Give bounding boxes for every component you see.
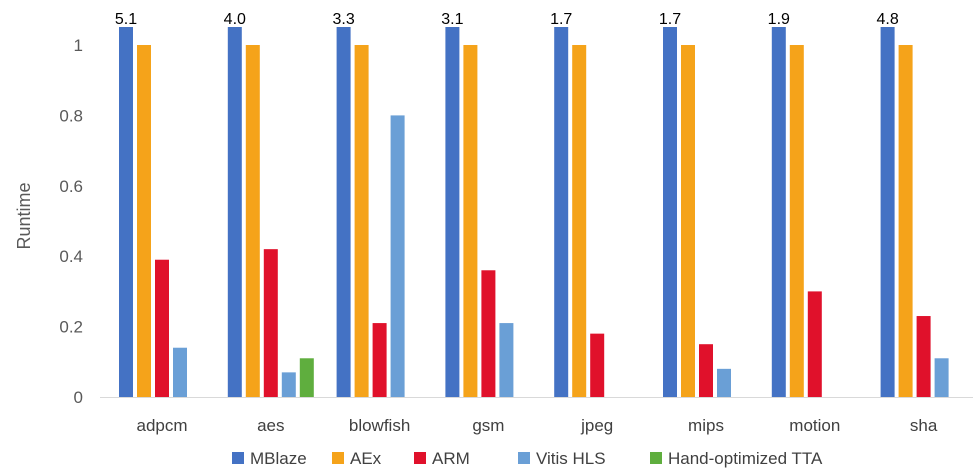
- legend-label-vitis-hls: Vitis HLS: [536, 449, 606, 468]
- bar-aex-jpeg: [572, 45, 587, 397]
- legend-swatch-arm: [414, 452, 426, 464]
- bar-arm-jpeg: [590, 333, 605, 397]
- bar-arm-blowfish: [372, 323, 387, 397]
- legend-label-mblaze: MBlaze: [250, 449, 307, 468]
- bar-hand-optimized-tta-aes: [299, 358, 314, 397]
- bar-vitis-hls-adpcm: [173, 347, 187, 397]
- x-category-label-motion: motion: [789, 416, 840, 435]
- bar-aex-adpcm: [137, 45, 151, 397]
- bar-value-label-motion: 1.9: [768, 11, 790, 28]
- bar-value-label-mips: 1.7: [659, 11, 681, 28]
- bar-aex-blowfish: [354, 45, 369, 397]
- bar-value-label-gsm: 3.1: [441, 11, 463, 28]
- x-category-label-blowfish: blowfish: [349, 416, 410, 435]
- bar-aex-mips: [681, 45, 695, 397]
- bar-vitis-hls-aes: [281, 372, 296, 397]
- y-tick-label-5: 1: [74, 36, 83, 55]
- y-tick-label-4: 0.8: [59, 106, 83, 125]
- x-category-label-mips: mips: [688, 416, 724, 435]
- bar-mblaze-aes: [227, 27, 242, 397]
- y-tick-label-1: 0.2: [59, 318, 83, 337]
- legend-swatch-mblaze: [232, 452, 244, 464]
- bar-mblaze-blowfish: [336, 27, 351, 397]
- bar-arm-gsm: [481, 270, 496, 397]
- legend-label-arm: ARM: [432, 449, 470, 468]
- bar-mblaze-motion: [771, 27, 786, 397]
- bar-vitis-hls-blowfish: [390, 115, 405, 398]
- x-category-label-sha: sha: [910, 416, 938, 435]
- y-tick-label-2: 0.4: [59, 247, 83, 266]
- bar-aex-gsm: [463, 45, 478, 397]
- y-axis-title: Runtime: [14, 182, 34, 249]
- x-category-label-adpcm: adpcm: [136, 416, 187, 435]
- legend-label-aex: AEx: [350, 449, 382, 468]
- legend-swatch-vitis-hls: [518, 452, 530, 464]
- bar-mblaze-adpcm: [119, 27, 133, 397]
- legend-swatch-aex: [332, 452, 344, 464]
- bar-arm-mips: [699, 344, 713, 397]
- bar-value-labels: 5.1 4.0 3.3 3.1 1.7 1.7 1.9 4.8: [115, 11, 899, 28]
- y-tick-label-0: 0: [74, 388, 83, 407]
- bar-value-label-sha: 4.8: [876, 11, 898, 28]
- x-category-label-gsm: gsm: [472, 416, 504, 435]
- bar-aex-motion: [789, 45, 804, 397]
- bar-value-label-adpcm: 5.1: [115, 11, 137, 28]
- bar-aex-aes: [245, 45, 260, 397]
- bar-mblaze-mips: [663, 27, 677, 397]
- legend-swatch-hand-optimized-tta: [650, 452, 662, 464]
- bar-arm-sha: [916, 316, 931, 397]
- bar-value-label-aes: 4.0: [224, 11, 246, 28]
- x-axis-category-labels: adpcm aes blowfish gsm jpeg mips motion sha: [136, 416, 937, 435]
- bar-mblaze-sha: [880, 27, 895, 397]
- x-category-label-aes: aes: [257, 416, 284, 435]
- bar-value-label-blowfish: 3.3: [332, 11, 354, 28]
- y-axis-ticks: 0 0.2 0.4 0.6 0.8 1: [59, 36, 83, 407]
- bar-arm-adpcm: [155, 259, 169, 397]
- bar-aex-sha: [898, 45, 913, 397]
- bar-mblaze-jpeg: [554, 27, 569, 397]
- bar-vitis-hls-sha: [934, 358, 949, 397]
- y-tick-label-3: 0.6: [59, 177, 83, 196]
- legend-label-hand-optimized-tta: Hand-optimized TTA: [668, 449, 823, 468]
- bar-mblaze-gsm: [445, 27, 460, 397]
- bar-vitis-hls-mips: [717, 368, 731, 397]
- legend: MBlaze AEx ARM Vitis HLS Hand-optimized TTA: [232, 449, 823, 468]
- bar-vitis-hls-gsm: [499, 323, 514, 397]
- bar-arm-aes: [263, 249, 278, 397]
- bar-arm-motion: [807, 291, 822, 397]
- x-category-label-jpeg: jpeg: [580, 416, 613, 435]
- bar-value-label-jpeg: 1.7: [550, 11, 572, 28]
- bars: [119, 27, 949, 398]
